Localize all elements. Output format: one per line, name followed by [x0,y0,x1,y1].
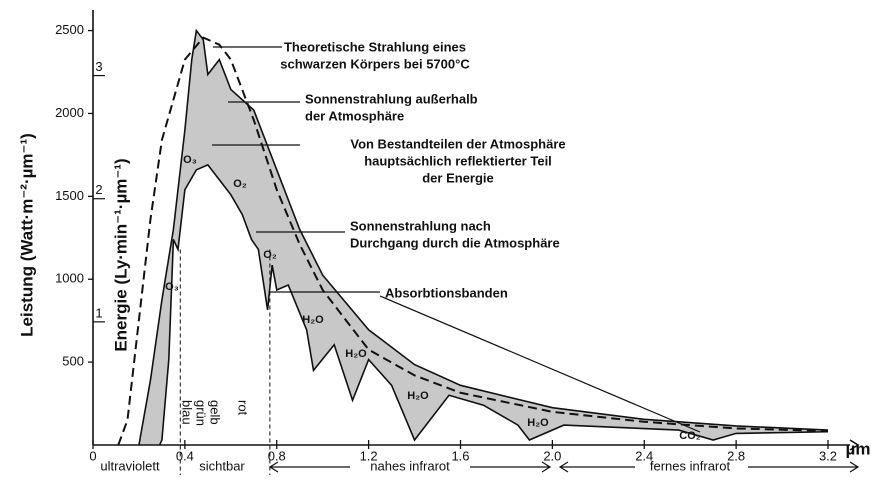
x-tick-label: 3.2 [819,448,837,463]
annotation: Sonnenstrahlung außerhalb [305,91,478,106]
molecule-label: H₂O [345,348,367,360]
molecule-label: O₃ [165,281,179,293]
y2-tick-label: 1 [95,305,102,320]
y-tick-label: 1000 [55,271,84,286]
molecule-label: H₂O [302,314,324,326]
area-fill [138,30,828,445]
molecule-label: O₃ [183,154,197,166]
x-unit: µm [846,439,871,458]
region-arrow [268,461,552,473]
annotation: schwarzen Körpers bei 5700°C [280,56,470,71]
region-label: fernes infrarot [650,458,731,473]
molecule-label: O₂ [233,178,247,190]
y-tick-label: 2500 [55,22,84,37]
y2-axis-label: Energie (Ly·min⁻¹·µm⁻¹) [111,158,130,351]
molecule-label: CO₂ [679,430,701,442]
annotation: hauptsächlich reflektierter Teil [364,153,552,168]
y2-tick-label: 2 [95,182,102,197]
x-tick-label: 2.8 [727,448,745,463]
region-label: ultraviolett [100,458,160,473]
series-line [158,163,829,446]
annotation: der Energie [422,170,494,185]
annotation: Sonnenstrahlung nach [350,218,491,233]
x-tick-label: 1.6 [451,448,469,463]
annotation: Absorbtionsbanden [385,285,508,300]
color-label: rot [236,400,251,416]
annotation: Von Bestandteilen der Atmosphäre [350,136,565,151]
area-fill [159,164,828,445]
molecule-label: O₂ [263,249,277,261]
annotation: Theoretische Strahlung eines [284,39,466,54]
x-tick-label: 1.2 [360,448,378,463]
y2-tick-label: 3 [95,59,102,74]
region-label: sichtbar [199,458,245,473]
region-arrow [558,461,860,473]
region-label: nahes infrarot [370,458,450,473]
y-tick-label: 2000 [55,105,84,120]
series-line [117,36,829,446]
x-tick-label: 0.8 [268,448,286,463]
x-tick-label: 0 [89,448,96,463]
molecule-label: H₂O [407,390,429,402]
leader-line [270,291,701,433]
color-label: grün [194,400,209,426]
molecule-label: H₂O [527,417,549,429]
x-tick-label: 0.4 [176,448,194,463]
y-axis-label: Leistung (Watt·m⁻²·µm⁻¹) [17,133,36,337]
annotation: der Atmosphäre [305,108,404,123]
color-label: gelb [208,400,223,425]
color-label: blau [180,400,195,425]
x-tick-label: 2.0 [543,448,561,463]
y-tick-label: 1500 [55,188,84,203]
plot-area [117,28,829,446]
x-tick-label: 2.4 [635,448,653,463]
y-tick-label: 500 [62,354,84,369]
series-line [138,28,829,446]
annotation: Durchgang durch die Atmosphäre [350,235,560,250]
x-axis-arrow [849,439,860,451]
